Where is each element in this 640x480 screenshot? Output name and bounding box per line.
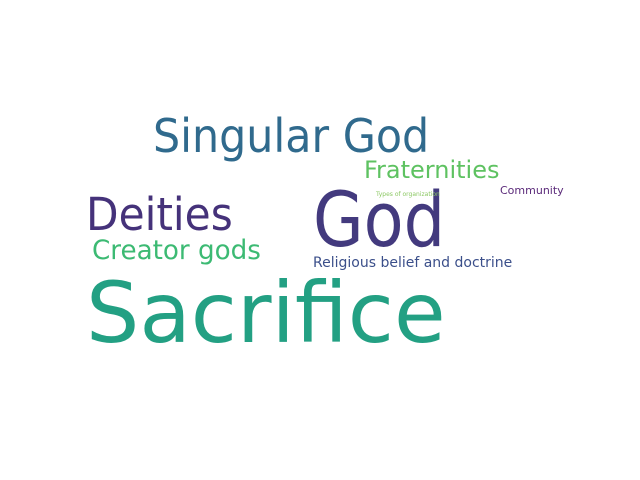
word-fraternities: Fraternities xyxy=(364,156,500,184)
word-sacrifice: Sacrifice xyxy=(86,264,446,362)
word-singular-god: Singular God xyxy=(153,109,430,163)
word-types-of-organization: Types of organization xyxy=(376,191,440,198)
word-deities: Deities xyxy=(86,188,233,241)
word-community: Community xyxy=(500,184,564,197)
word-creator-gods: Creator gods xyxy=(92,235,261,266)
word-religious-belief-and-doctrine: Religious belief and doctrine xyxy=(313,255,513,271)
word-god: God xyxy=(313,175,446,264)
